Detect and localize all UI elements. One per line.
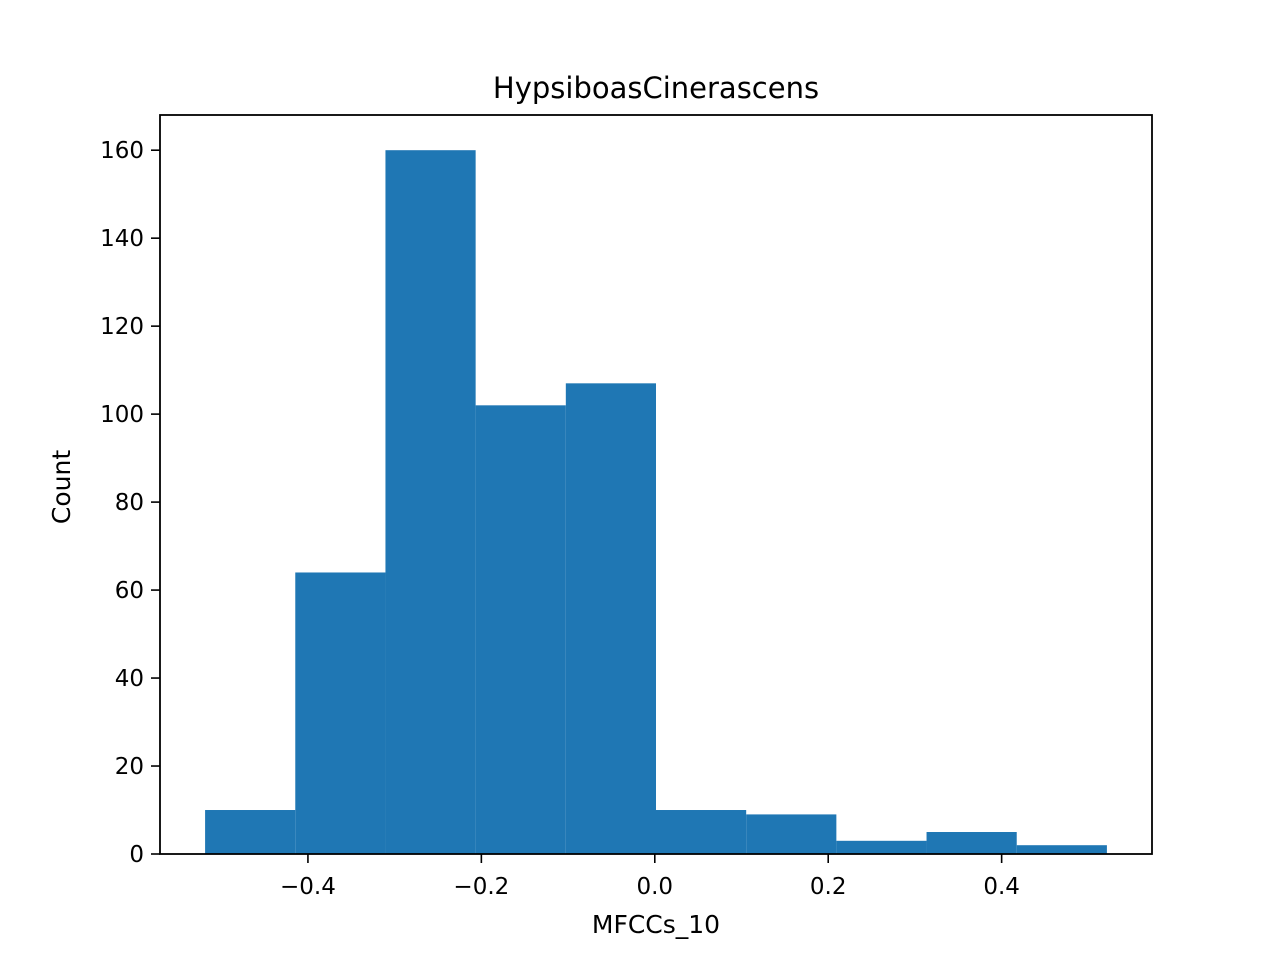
histogram-bar <box>746 814 837 854</box>
x-tick-label: −0.2 <box>453 874 509 900</box>
y-tick-label: 20 <box>115 754 144 780</box>
y-tick-label: 60 <box>115 578 144 604</box>
y-tick-label: 140 <box>100 226 144 252</box>
y-axis-label: Count <box>47 450 76 524</box>
y-tick-label: 120 <box>100 314 144 340</box>
histogram-bar <box>385 150 476 854</box>
chart-title: HypsiboasCinerascens <box>493 71 819 105</box>
x-tick-label: −0.4 <box>280 874 336 900</box>
y-tick-label: 0 <box>129 842 144 868</box>
y-tick-label: 100 <box>100 402 144 428</box>
histogram-bar <box>205 810 296 854</box>
x-tick-label: 0.2 <box>810 874 847 900</box>
histogram-bar <box>926 832 1017 854</box>
histogram-bar <box>295 572 386 854</box>
x-axis-ticks: −0.4 −0.2 0.0 0.2 0.4 <box>280 854 1020 900</box>
x-tick-label: 0.4 <box>983 874 1020 900</box>
y-tick-label: 40 <box>115 666 144 692</box>
histogram-bar <box>1016 845 1107 854</box>
y-axis-ticks: 0 20 40 60 80 100 120 140 160 <box>100 138 160 868</box>
plot-frame <box>159 114 1153 855</box>
histogram-bar <box>475 405 566 854</box>
histogram-bars <box>205 150 1107 854</box>
x-axis-label: MFCCs_10 <box>592 910 720 939</box>
histogram-bar <box>656 810 747 854</box>
y-tick-label: 160 <box>100 138 144 164</box>
histogram-bar <box>836 840 927 854</box>
y-tick-label: 80 <box>115 490 144 516</box>
x-tick-label: 0.0 <box>636 874 673 900</box>
histogram-bar <box>565 383 656 854</box>
